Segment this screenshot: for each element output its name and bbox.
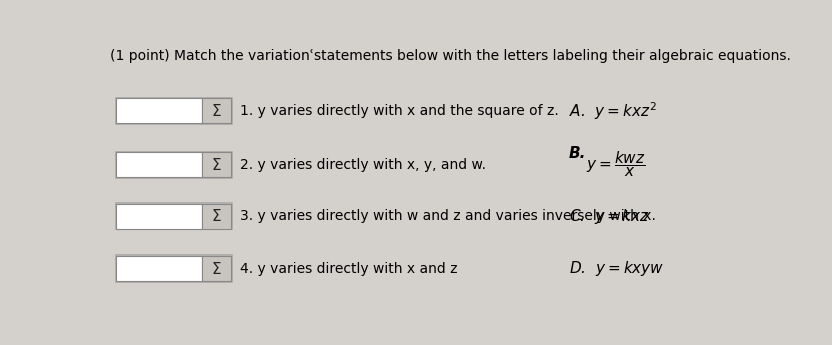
- Bar: [116, 98, 201, 123]
- Bar: [116, 256, 201, 281]
- Bar: [116, 98, 232, 124]
- Text: (1 point) Match the variationʿstatements below with the letters labeling their a: (1 point) Match the variationʿstatements…: [110, 49, 791, 63]
- Bar: [116, 152, 201, 177]
- Text: 1. y varies directly with x and the square of z.: 1. y varies directly with x and the squa…: [240, 104, 558, 118]
- Text: A.  $y = kxz^2$: A. $y = kxz^2$: [569, 100, 656, 121]
- Text: $\Sigma$: $\Sigma$: [211, 157, 222, 172]
- Bar: [201, 98, 231, 123]
- Bar: [201, 152, 231, 177]
- Bar: [116, 203, 232, 229]
- Bar: [201, 204, 231, 228]
- Text: $\Sigma$: $\Sigma$: [211, 208, 222, 224]
- Text: 4. y varies directly with x and z: 4. y varies directly with x and z: [240, 262, 457, 276]
- Text: $\Sigma$: $\Sigma$: [211, 103, 222, 119]
- Bar: [116, 204, 201, 228]
- Text: 2. y varies directly with x, y, and w.: 2. y varies directly with x, y, and w.: [240, 158, 486, 171]
- Text: C.  $y = kxz$: C. $y = kxz$: [569, 207, 650, 226]
- Bar: [116, 151, 232, 178]
- Text: B.: B.: [569, 146, 587, 161]
- Text: $\Sigma$: $\Sigma$: [211, 260, 222, 277]
- Text: $y = \dfrac{kwz}{x}$: $y = \dfrac{kwz}{x}$: [586, 150, 646, 179]
- Bar: [116, 255, 232, 282]
- Text: 3. y varies directly with w and z and varies inversely with x.: 3. y varies directly with w and z and va…: [240, 209, 656, 223]
- Text: D.  $y = kxyw$: D. $y = kxyw$: [569, 259, 665, 278]
- Bar: [201, 256, 231, 281]
